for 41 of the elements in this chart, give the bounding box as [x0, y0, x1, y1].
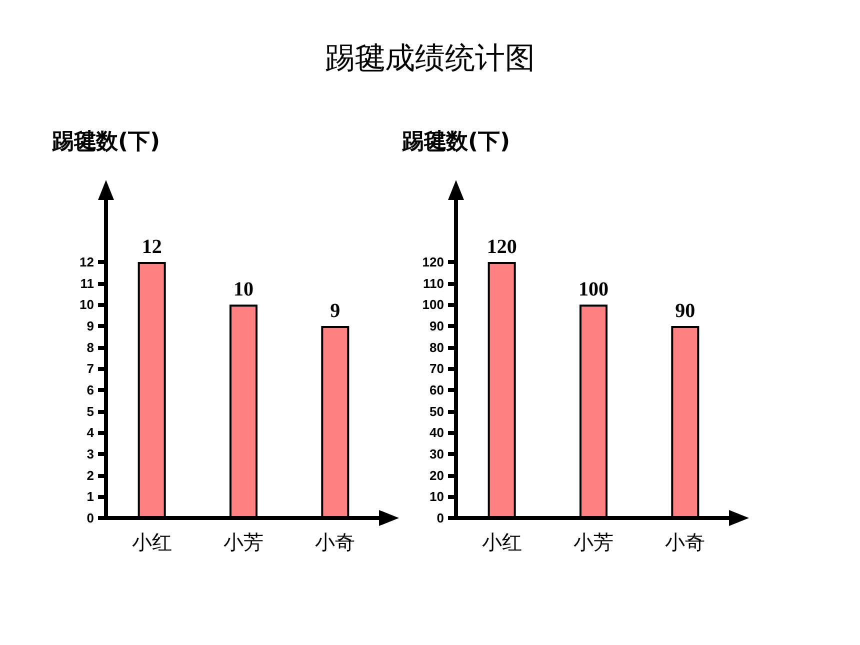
chart-title: 踢毽成绩统计图	[324, 40, 536, 78]
y-tick-label: 5	[86, 404, 94, 419]
y-tick-label: 70	[430, 361, 444, 376]
x-tick-label: 小奇	[315, 530, 356, 554]
x-tick-label: 小红	[482, 530, 522, 554]
data-label: 9	[330, 300, 340, 322]
y-tick-label: 120	[422, 254, 444, 270]
y-tick-label: 40	[430, 425, 444, 440]
y-tick-label: 50	[430, 404, 444, 419]
x-tick-label: 小芳	[574, 530, 614, 554]
x-tick-label: 小红	[132, 530, 172, 554]
y-tick-label: 60	[430, 382, 444, 398]
y-tick-label: 80	[430, 340, 444, 355]
y-tick-label: 9	[86, 318, 94, 334]
y-tick-label: 100	[422, 297, 444, 312]
y-tick-label: 0	[86, 510, 94, 526]
y-axis-title: 踢毽数(下)	[400, 130, 510, 154]
y-tick-label: 30	[430, 446, 444, 462]
y-tick-label: 8	[86, 340, 94, 355]
y-tick-label: 90	[430, 318, 444, 334]
y-tick-label: 6	[86, 382, 94, 398]
data-label: 12	[142, 236, 162, 258]
y-axis-title: 踢毽数(下)	[50, 130, 160, 154]
y-tick-label: 11	[80, 276, 94, 291]
y-tick-label: 12	[80, 254, 94, 270]
data-label: 120	[486, 236, 517, 258]
y-tick-label: 10	[80, 297, 94, 312]
y-tick-label: 10	[430, 489, 444, 504]
y-tick-label: 2	[86, 468, 94, 483]
data-label: 100	[578, 278, 608, 301]
y-tick-label: 3	[86, 446, 94, 462]
y-tick-label: 0	[436, 510, 444, 526]
y-tick-label: 7	[86, 361, 94, 376]
y-tick-label: 110	[423, 276, 444, 291]
y-tick-label: 1	[86, 489, 94, 504]
y-tick-label: 4	[86, 425, 95, 440]
data-label: 90	[675, 300, 696, 322]
x-tick-label: 小奇	[665, 530, 706, 554]
data-label: 10	[234, 278, 254, 301]
y-tick-label: 20	[430, 468, 444, 483]
x-tick-label: 小芳	[224, 530, 264, 554]
